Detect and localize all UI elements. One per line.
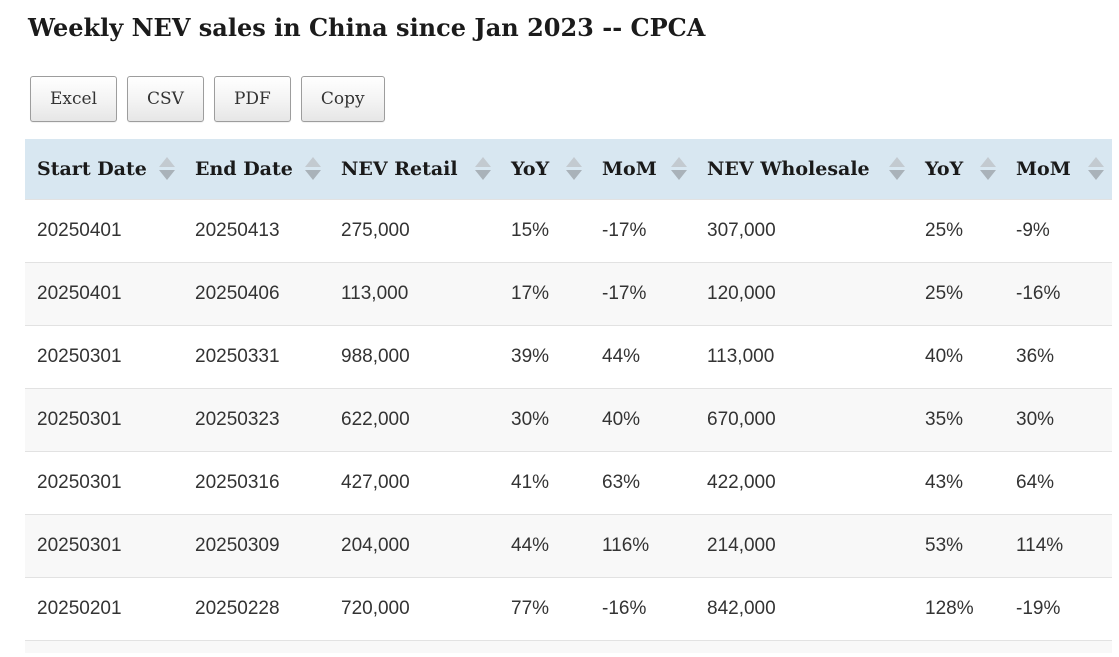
sort-both-icon — [889, 157, 905, 181]
sort-both-icon — [566, 157, 582, 181]
column-label: YoY — [925, 157, 964, 180]
csv-button[interactable]: CSV — [127, 76, 204, 122]
cell-start-date: 20250301 — [25, 514, 183, 577]
cell-retail-mom: -17% — [590, 199, 695, 262]
column-label: NEV Retail — [341, 157, 458, 180]
nev-sales-table: Start Date End Date NEV Retail YoY MoM — [25, 139, 1112, 653]
cell-wholesale-mom: 30% — [1004, 388, 1112, 451]
sort-both-icon — [159, 157, 175, 181]
cell-nev-wholesale: 113,000 — [695, 325, 913, 388]
cell-wholesale-mom: -16% — [1004, 262, 1112, 325]
column-header-retail-yoy[interactable]: YoY — [499, 139, 590, 199]
cell-nev-wholesale: 214,000 — [695, 514, 913, 577]
cell-nev-retail: 275,000 — [329, 199, 499, 262]
column-header-retail-mom[interactable]: MoM — [590, 139, 695, 199]
table-row-partial — [25, 640, 1112, 653]
table-row: 20250401 20250413 275,000 15% -17% 307,0… — [25, 199, 1112, 262]
cell-start-date: 20250301 — [25, 325, 183, 388]
cell-retail-mom: 116% — [590, 514, 695, 577]
cell-retail-mom: -16% — [590, 577, 695, 640]
cell-retail-mom: -17% — [590, 262, 695, 325]
cell-end-date: 20250413 — [183, 199, 329, 262]
table-row: 20250201 20250228 720,000 77% -16% 842,0… — [25, 577, 1112, 640]
cell-end-date: 20250406 — [183, 262, 329, 325]
cell-wholesale-mom: -9% — [1004, 199, 1112, 262]
table-row: 20250301 20250323 622,000 30% 40% 670,00… — [25, 388, 1112, 451]
sort-both-icon — [980, 157, 996, 181]
cell-retail-mom: 40% — [590, 388, 695, 451]
sort-both-icon — [475, 157, 491, 181]
cell-nev-wholesale: 307,000 — [695, 199, 913, 262]
export-toolbar: Excel CSV PDF Copy — [30, 76, 1119, 122]
pdf-button[interactable]: PDF — [213, 76, 291, 122]
excel-button[interactable]: Excel — [30, 76, 118, 122]
table-header: Start Date End Date NEV Retail YoY MoM — [25, 139, 1112, 199]
column-header-start-date[interactable]: Start Date — [25, 139, 183, 199]
column-header-wholesale-mom[interactable]: MoM — [1004, 139, 1112, 199]
column-label: MoM — [602, 157, 657, 180]
cell-wholesale-yoy: 128% — [913, 577, 1004, 640]
table-row: 20250301 20250331 988,000 39% 44% 113,00… — [25, 325, 1112, 388]
cell-start-date: 20250201 — [25, 577, 183, 640]
cell-wholesale-yoy: 53% — [913, 514, 1004, 577]
cell-end-date: 20250228 — [183, 577, 329, 640]
cell-nev-retail: 720,000 — [329, 577, 499, 640]
cell-retail-yoy: 17% — [499, 262, 590, 325]
column-label: YoY — [511, 157, 550, 180]
cell-end-date: 20250309 — [183, 514, 329, 577]
copy-button[interactable]: Copy — [300, 76, 385, 122]
column-label: MoM — [1016, 157, 1071, 180]
cell-end-date: 20250323 — [183, 388, 329, 451]
cell-nev-retail: 427,000 — [329, 451, 499, 514]
table-row: 20250401 20250406 113,000 17% -17% 120,0… — [25, 262, 1112, 325]
header-row: Start Date End Date NEV Retail YoY MoM — [25, 139, 1112, 199]
column-header-end-date[interactable]: End Date — [183, 139, 329, 199]
cell-retail-yoy: 39% — [499, 325, 590, 388]
cell-wholesale-mom: 64% — [1004, 451, 1112, 514]
cell-wholesale-mom: 114% — [1004, 514, 1112, 577]
cell-wholesale-yoy: 25% — [913, 262, 1004, 325]
cell-nev-wholesale: 120,000 — [695, 262, 913, 325]
cell-wholesale-yoy: 25% — [913, 199, 1004, 262]
cell-retail-mom: 44% — [590, 325, 695, 388]
cell-start-date: 20250301 — [25, 451, 183, 514]
cell-wholesale-mom: -19% — [1004, 577, 1112, 640]
cell-retail-yoy: 77% — [499, 577, 590, 640]
cell-end-date: 20250331 — [183, 325, 329, 388]
cell-wholesale-mom: 36% — [1004, 325, 1112, 388]
page-title: Weekly NEV sales in China since Jan 2023… — [28, 13, 706, 42]
cell-wholesale-yoy: 43% — [913, 451, 1004, 514]
cell-start-date: 20250401 — [25, 199, 183, 262]
cell-start-date: 20250401 — [25, 262, 183, 325]
table-row: 20250301 20250309 204,000 44% 116% 214,0… — [25, 514, 1112, 577]
cell-nev-retail: 204,000 — [329, 514, 499, 577]
cell-wholesale-yoy: 40% — [913, 325, 1004, 388]
cell-retail-mom: 63% — [590, 451, 695, 514]
column-header-nev-wholesale[interactable]: NEV Wholesale — [695, 139, 913, 199]
column-label: Start Date — [37, 157, 147, 180]
cell-end-date: 20250316 — [183, 451, 329, 514]
sort-both-icon — [1088, 157, 1104, 181]
sort-both-icon — [671, 157, 687, 181]
cell-retail-yoy: 30% — [499, 388, 590, 451]
cell-wholesale-yoy: 35% — [913, 388, 1004, 451]
cell-nev-wholesale: 670,000 — [695, 388, 913, 451]
column-label: NEV Wholesale — [707, 157, 870, 180]
cell-nev-wholesale: 842,000 — [695, 577, 913, 640]
column-label: End Date — [195, 157, 293, 180]
cell-retail-yoy: 15% — [499, 199, 590, 262]
table-body: 20250401 20250413 275,000 15% -17% 307,0… — [25, 199, 1112, 653]
sort-both-icon — [305, 157, 321, 181]
column-header-wholesale-yoy[interactable]: YoY — [913, 139, 1004, 199]
cell-nev-retail: 113,000 — [329, 262, 499, 325]
cell-nev-retail: 622,000 — [329, 388, 499, 451]
page: Weekly NEV sales in China since Jan 2023… — [0, 13, 1119, 653]
cell-nev-wholesale: 422,000 — [695, 451, 913, 514]
cell-retail-yoy: 44% — [499, 514, 590, 577]
table-row: 20250301 20250316 427,000 41% 63% 422,00… — [25, 451, 1112, 514]
cell-start-date: 20250301 — [25, 388, 183, 451]
column-header-nev-retail[interactable]: NEV Retail — [329, 139, 499, 199]
cell-nev-retail: 988,000 — [329, 325, 499, 388]
cell-retail-yoy: 41% — [499, 451, 590, 514]
